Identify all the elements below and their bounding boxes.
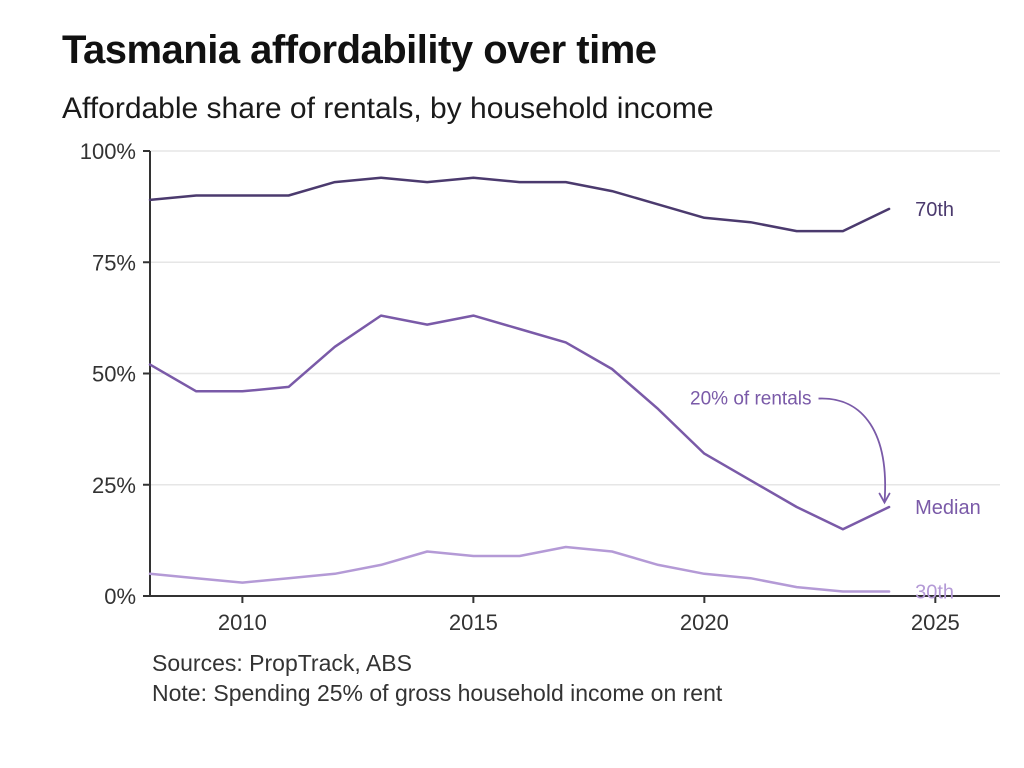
- series-label-median: Median: [915, 497, 981, 519]
- series-line-median: [148, 314, 891, 531]
- x-tick-label: 2020: [680, 610, 729, 635]
- series-line-30th: [148, 545, 891, 593]
- x-tick-label: 2025: [911, 610, 960, 635]
- chart-footer: Sources: PropTrack, ABS Note: Spending 2…: [152, 648, 722, 708]
- axes: 0% 25% 50% 75% 100% 2010 2015 2020 2025: [80, 139, 1000, 635]
- x-tick-label: 2015: [449, 610, 498, 635]
- x-tick-label: 2010: [218, 610, 267, 635]
- y-tick-label: 100%: [80, 139, 136, 164]
- y-tick-label: 50%: [92, 362, 136, 387]
- annotation-arrow-line: [818, 397, 887, 503]
- series-label-30th: 30th: [915, 582, 954, 604]
- series-label-70th: 70th: [915, 199, 954, 221]
- y-tick-label: 75%: [92, 250, 136, 275]
- series-labels: 70th Median 30th: [915, 199, 981, 604]
- y-tick-label: 0%: [104, 584, 136, 609]
- note-text: Note: Spending 25% of gross household in…: [152, 680, 723, 706]
- chart-title: Tasmania affordability over time: [62, 28, 657, 72]
- annotation-label: 20% of rentals: [690, 389, 811, 410]
- annotations: 20% of rentals: [690, 389, 891, 505]
- y-tick-label: 25%: [92, 473, 136, 498]
- chart-subtitle: Affordable share of rentals, by househol…: [62, 92, 714, 125]
- series-line-70th: [148, 176, 891, 233]
- sources-text: Sources: PropTrack, ABS: [152, 650, 412, 676]
- gridlines: [150, 150, 1000, 486]
- annotation-arrow-head: [878, 492, 891, 505]
- series-lines: [148, 176, 891, 593]
